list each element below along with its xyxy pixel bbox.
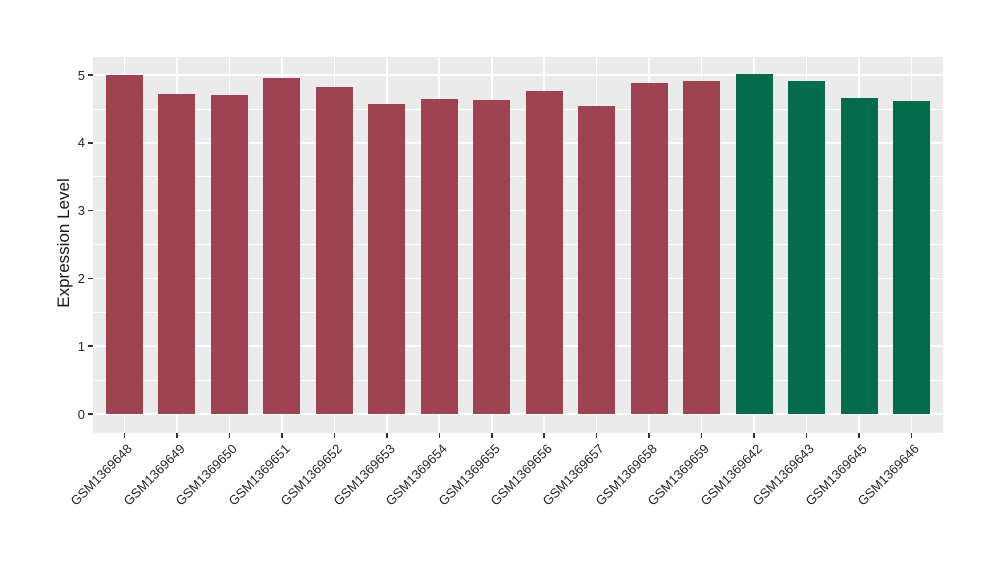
h-gridline-minor: [93, 379, 943, 381]
h-gridline-major: [93, 413, 943, 415]
h-gridline-major: [93, 277, 943, 280]
bar-GSM1369655: [473, 100, 511, 414]
h-gridline-major: [93, 209, 943, 212]
bar-GSM1369646: [893, 101, 931, 414]
h-gridline-major: [93, 345, 943, 347]
y-tick-label: 2: [77, 270, 85, 286]
x-tick: [281, 433, 283, 438]
bar-GSM1369658: [630, 83, 668, 414]
x-tick: [333, 433, 336, 438]
y-tick: [88, 277, 93, 280]
x-tick: [595, 433, 598, 438]
x-tick: [753, 433, 755, 438]
bar-GSM1369653: [368, 104, 406, 414]
x-tick: [805, 433, 808, 438]
x-tick: [700, 433, 703, 438]
y-tick-label: 3: [77, 203, 85, 219]
bar-GSM1369642: [735, 74, 773, 414]
x-tick: [858, 433, 860, 438]
x-tick: [648, 433, 650, 438]
y-tick: [88, 413, 93, 415]
x-tick: [910, 433, 913, 438]
x-tick: [438, 433, 441, 438]
y-tick-label: 0: [77, 406, 85, 422]
x-tick: [543, 433, 545, 438]
bar-GSM1369652: [315, 86, 353, 414]
plot-panel: [93, 57, 943, 433]
x-tick: [386, 433, 388, 438]
bar-GSM1369656: [525, 91, 563, 414]
h-gridline-minor: [93, 108, 943, 110]
y-tick-label: 4: [77, 135, 85, 151]
bar-GSM1369659: [683, 81, 721, 414]
bar-GSM1369648: [105, 75, 143, 414]
y-tick-label: 5: [77, 67, 85, 83]
h-gridline-minor: [93, 244, 943, 245]
bar-GSM1369650: [210, 94, 248, 414]
y-tick-label: 1: [77, 338, 85, 354]
x-tick: [228, 433, 231, 438]
x-tick: [123, 433, 126, 438]
h-gridline-major: [93, 74, 943, 76]
bar-GSM1369657: [578, 106, 616, 414]
y-tick: [88, 209, 93, 212]
x-tick: [176, 433, 178, 438]
h-gridline-minor: [93, 311, 943, 313]
y-axis-title: Expression Level: [54, 178, 73, 308]
y-tick: [88, 142, 93, 144]
bar-GSM1369654: [420, 98, 458, 414]
bar-GSM1369649: [158, 93, 196, 414]
h-gridline-major: [93, 142, 943, 144]
y-tick: [88, 74, 93, 76]
bar-GSM1369645: [840, 98, 878, 414]
y-tick: [88, 345, 93, 347]
bar-GSM1369651: [263, 77, 301, 414]
x-tick: [491, 433, 493, 438]
bar-GSM1369643: [788, 81, 826, 414]
h-gridline-minor: [93, 176, 943, 178]
